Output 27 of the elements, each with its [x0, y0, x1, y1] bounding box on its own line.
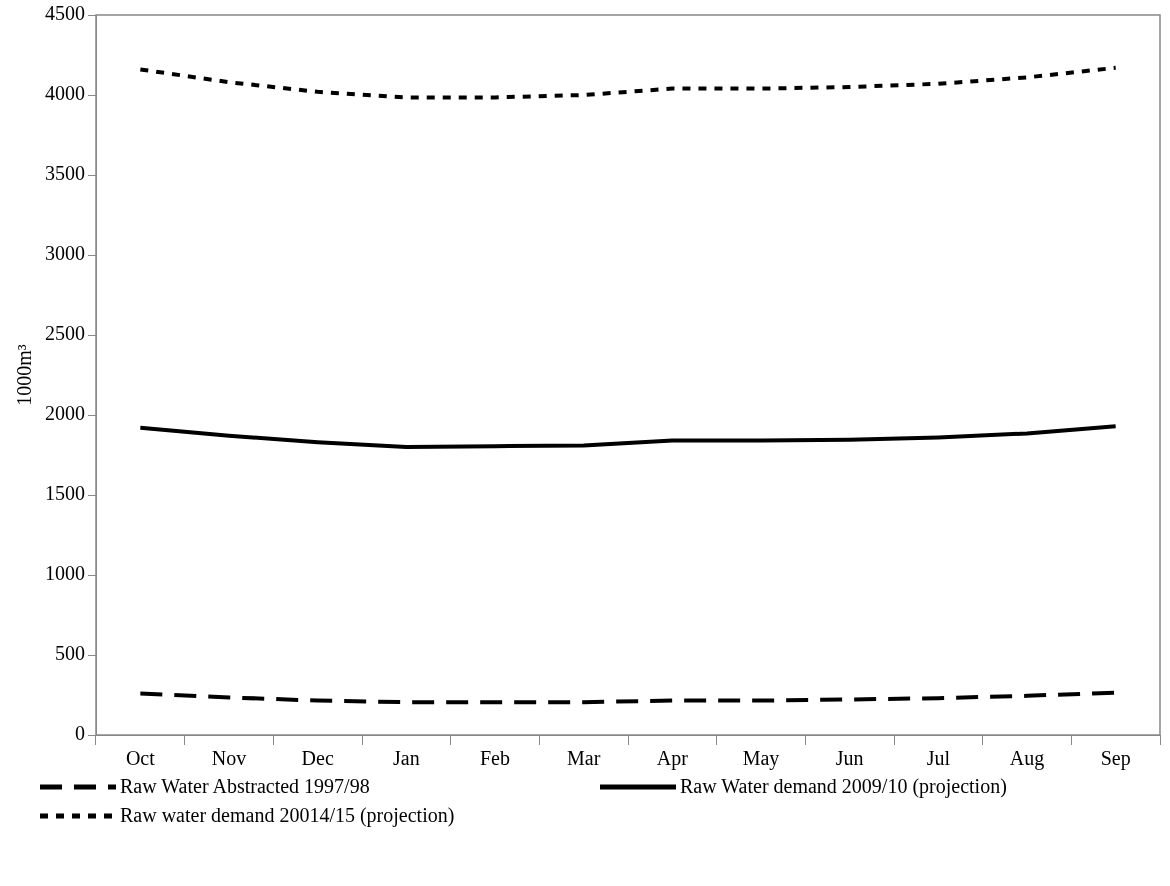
line-series [138, 65, 1118, 100]
x-tick-label: Dec [301, 747, 334, 770]
legend-label: Raw water demand 20014/15 (projection) [120, 804, 455, 827]
y-tick-label: 1500 [45, 482, 85, 505]
y-tick-label: 0 [75, 722, 85, 745]
y-tick-label: 4000 [45, 82, 85, 105]
x-tick-label: Oct [125, 747, 156, 770]
x-tick-label: Apr [656, 747, 689, 771]
x-tick-label: Jun [835, 747, 864, 770]
x-tick-label: Feb [480, 747, 510, 770]
x-tick-label: Mar [567, 747, 601, 770]
y-tick-label: 1000 [45, 562, 85, 585]
y-tick-label: 500 [55, 642, 85, 665]
x-tick-label: Sep [1100, 747, 1131, 771]
x-tick-label: Nov [211, 747, 247, 770]
x-tick-label: Jan [393, 747, 420, 770]
legend-label: Raw Water Abstracted 1997/98 [120, 775, 370, 798]
y-tick-label: 3500 [45, 162, 85, 185]
y-axis-title: 1000m³ [13, 344, 36, 406]
x-tick-label: May [742, 747, 780, 771]
y-tick-label: 2000 [45, 402, 85, 425]
x-tick-label: Jul [926, 747, 951, 770]
y-tick-label: 3000 [45, 242, 85, 265]
y-tick-label: 4500 [45, 2, 85, 25]
x-tick-label: Aug [1009, 747, 1045, 771]
y-tick-label: 2500 [45, 322, 85, 345]
legend-label: Raw Water demand 2009/10 (projection) [680, 775, 1007, 798]
